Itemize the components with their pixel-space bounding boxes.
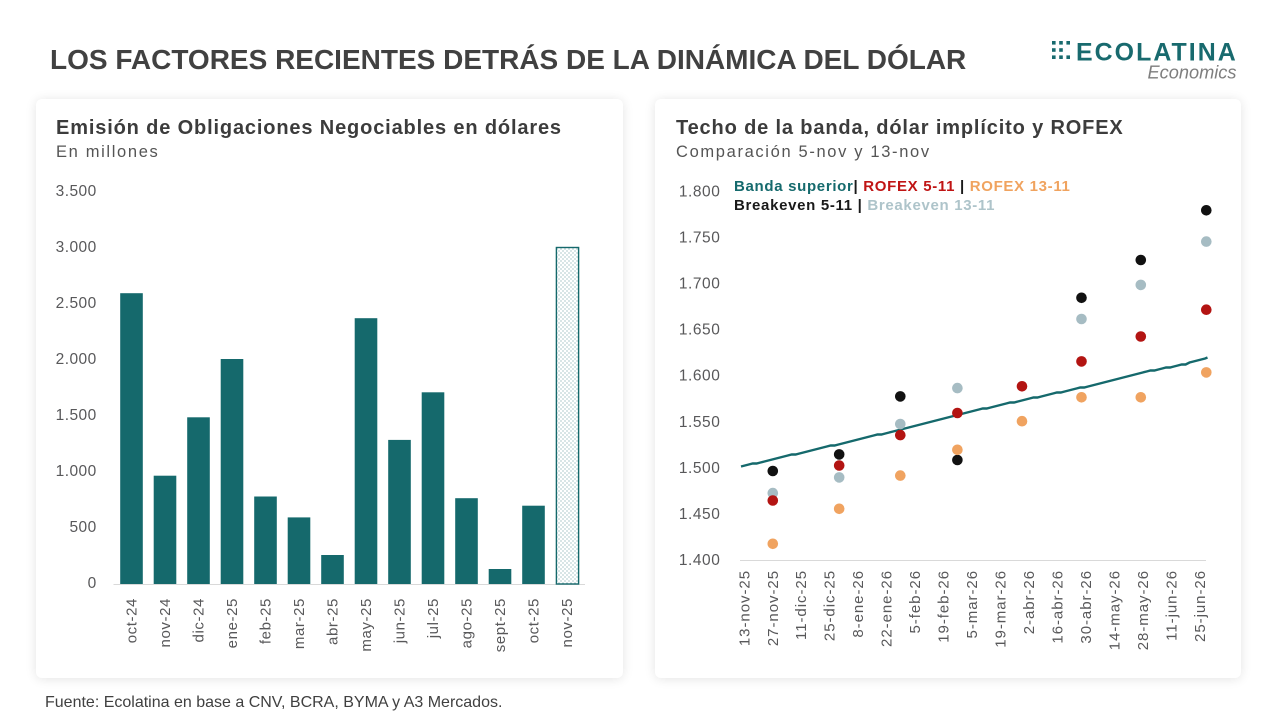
svg-text:2.000: 2.000	[56, 351, 97, 368]
svg-text:25-jun-26: 25-jun-26	[1192, 570, 1209, 642]
svg-text:Economics: Economics	[1148, 63, 1237, 83]
svg-text:nov-24: nov-24	[157, 598, 174, 647]
svg-text:2.500: 2.500	[56, 295, 97, 312]
svg-text:25-dic-25: 25-dic-25	[822, 570, 839, 641]
svg-text:2-abr-26: 2-abr-26	[1021, 570, 1038, 634]
svg-text:ECOLATINA: ECOLATINA	[1076, 39, 1238, 66]
svg-text:28-may-26: 28-may-26	[1135, 570, 1152, 650]
svg-text:5-mar-26: 5-mar-26	[964, 570, 981, 638]
svg-text:22-ene-26: 22-ene-26	[879, 570, 896, 647]
svg-text:1.800: 1.800	[679, 183, 721, 200]
svg-text:may-25: may-25	[358, 598, 375, 652]
svg-text:11-jun-26: 11-jun-26	[1163, 570, 1180, 641]
svg-text:0: 0	[88, 575, 97, 592]
svg-text:abr-25: abr-25	[325, 598, 342, 645]
svg-text:1.600: 1.600	[679, 368, 721, 385]
svg-text:16-abr-26: 16-abr-26	[1049, 570, 1066, 644]
svg-text:13-nov-25: 13-nov-25	[736, 570, 753, 646]
svg-text:1.750: 1.750	[679, 230, 721, 247]
svg-text:jun-25: jun-25	[392, 598, 409, 644]
svg-text:jul-25: jul-25	[425, 598, 442, 639]
svg-text:19-feb-26: 19-feb-26	[936, 570, 953, 643]
svg-text:1.500: 1.500	[679, 460, 721, 477]
svg-text:1.500: 1.500	[56, 407, 97, 424]
svg-text:19-mar-26: 19-mar-26	[993, 570, 1010, 648]
svg-text:500: 500	[69, 519, 96, 536]
svg-text:sept-25: sept-25	[492, 598, 509, 652]
svg-text:feb-25: feb-25	[258, 598, 275, 644]
svg-text:3.000: 3.000	[56, 239, 97, 256]
svg-text:oct-24: oct-24	[124, 598, 141, 643]
svg-text:1.450: 1.450	[679, 506, 721, 523]
svg-text:30-abr-26: 30-abr-26	[1078, 570, 1095, 644]
svg-text:1.550: 1.550	[679, 414, 721, 431]
svg-text:27-nov-25: 27-nov-25	[765, 570, 782, 646]
svg-text:3.500: 3.500	[56, 183, 97, 200]
svg-text:1.000: 1.000	[56, 463, 97, 480]
svg-text:14-may-26: 14-may-26	[1106, 570, 1123, 650]
svg-text:8-ene-26: 8-ene-26	[850, 570, 867, 638]
svg-text:5-feb-26: 5-feb-26	[907, 570, 924, 633]
svg-text:ago-25: ago-25	[459, 598, 476, 648]
svg-text:dic-24: dic-24	[191, 598, 208, 642]
svg-text:oct-25: oct-25	[526, 598, 543, 643]
svg-text:nov-25: nov-25	[559, 598, 576, 647]
svg-text:1.700: 1.700	[679, 276, 721, 293]
svg-text:mar-25: mar-25	[291, 598, 308, 649]
svg-text:11-dic-25: 11-dic-25	[793, 570, 810, 640]
svg-text:1.650: 1.650	[679, 322, 721, 339]
svg-text:1.400: 1.400	[679, 552, 721, 569]
svg-text:ene-25: ene-25	[224, 598, 241, 648]
